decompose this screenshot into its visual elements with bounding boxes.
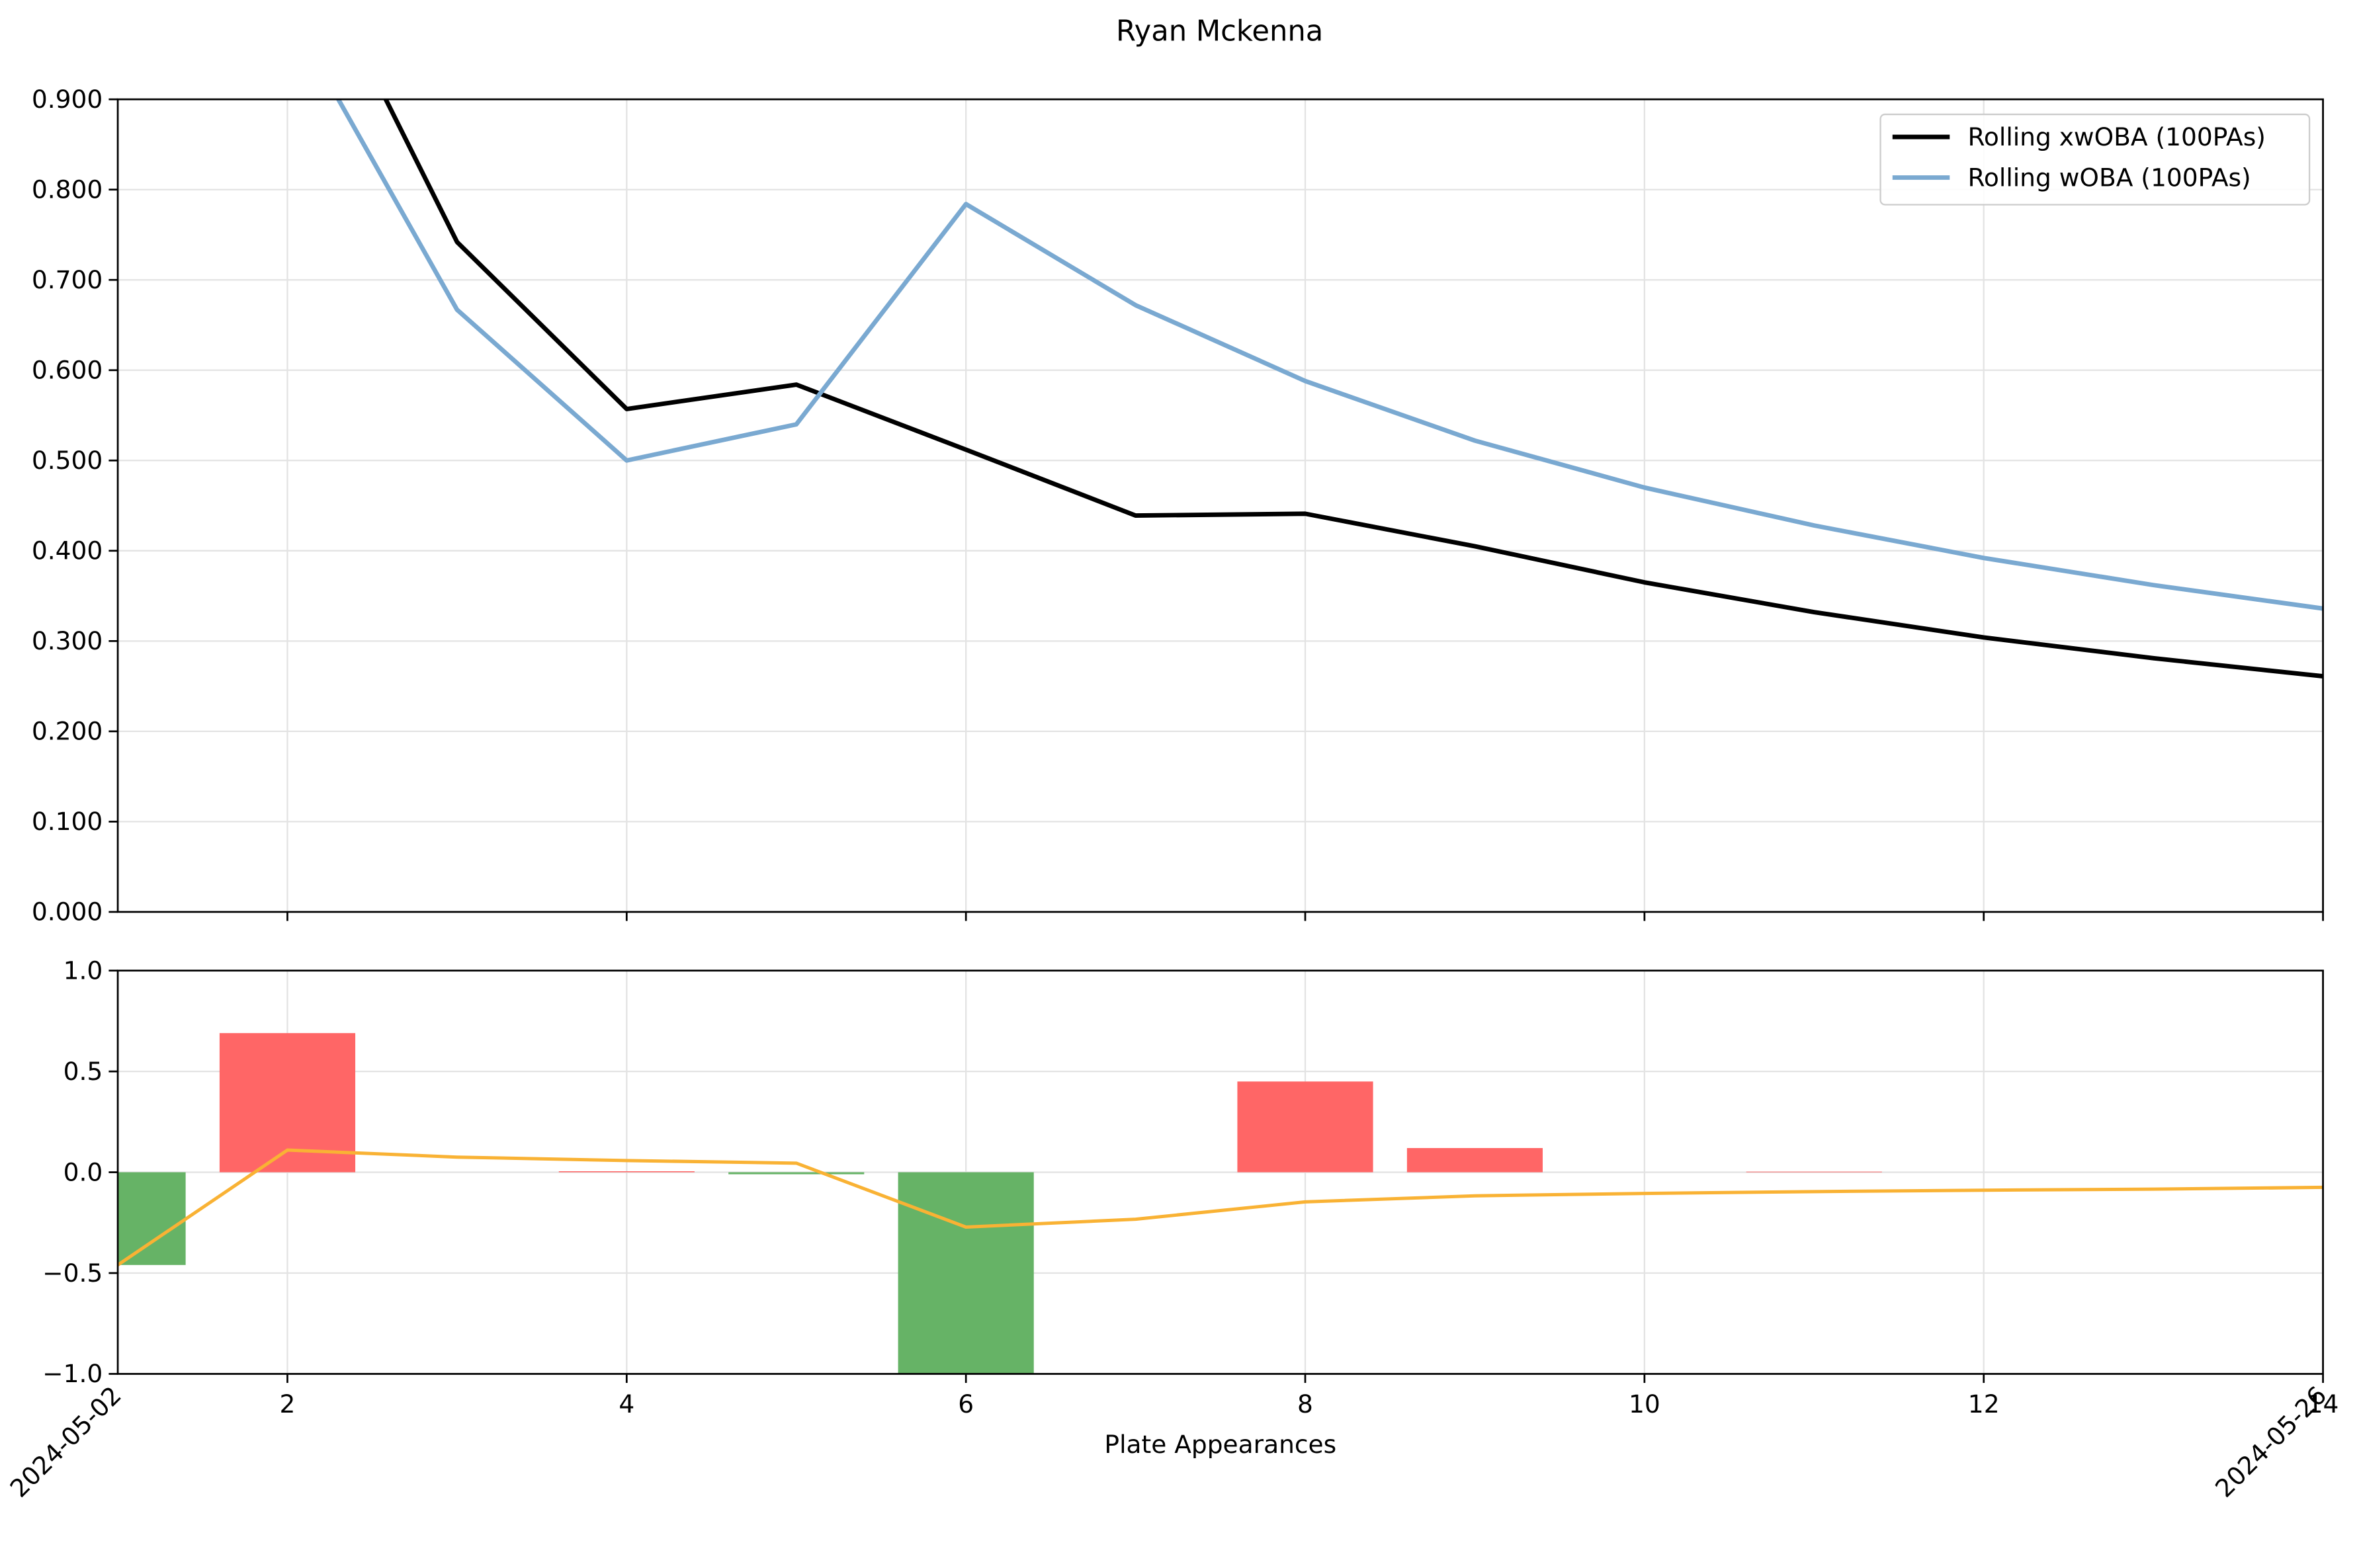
plot-frame — [116, 970, 2324, 1375]
y-tick-label: 1.0 — [64, 956, 103, 985]
date-annotation: 2024-05-26 — [2210, 1380, 2332, 1503]
bar — [1237, 1081, 1373, 1173]
y-tick-label: 0.200 — [32, 717, 103, 746]
x-tick-label: 6 — [958, 1389, 974, 1419]
legend-label: Rolling xwOBA (100PAs) — [1968, 122, 2266, 151]
x-axis-label: Plate Appearances — [1104, 1430, 1336, 1459]
y-tick-label: 0.300 — [32, 626, 103, 655]
y-tick-label: 0.800 — [32, 175, 103, 204]
legend-label: Rolling wOBA (100PAs) — [1968, 163, 2251, 192]
rolling-difference-line — [118, 1148, 2323, 1266]
y-tick-label: 0.400 — [32, 536, 103, 565]
x-tick-label: 4 — [619, 1389, 634, 1419]
plot-area — [118, 1033, 2323, 1374]
y-tick-label: 0.000 — [32, 897, 103, 927]
y-tick-label: 0.5 — [64, 1057, 103, 1086]
x-tick-label: 10 — [1629, 1389, 1660, 1419]
bar — [898, 1172, 1034, 1374]
bar — [558, 1171, 695, 1173]
y-tick-label: 0.0 — [64, 1157, 103, 1186]
bar — [1746, 1171, 1882, 1173]
x-tick-label: 14 — [2307, 1389, 2339, 1419]
y-tick-label: 0.700 — [32, 265, 103, 294]
line-series — [335, 99, 2323, 611]
chart-title: Ryan Mckenna — [1116, 15, 1323, 48]
bar — [1406, 1147, 1543, 1173]
y-tick-label: −0.5 — [42, 1259, 103, 1288]
y-tick-label: −1.0 — [42, 1359, 103, 1388]
line-series — [383, 99, 2323, 679]
bar — [118, 1172, 186, 1265]
x-tick-label: 8 — [1297, 1389, 1313, 1419]
y-tick-label: 0.900 — [32, 85, 103, 114]
y-tick-label: 0.500 — [32, 446, 103, 475]
x-tick-label: 2 — [280, 1389, 296, 1419]
legend-box — [1879, 113, 2311, 206]
y-tick-label: 0.600 — [32, 356, 103, 385]
plot-frame — [116, 98, 2324, 913]
plot-area — [335, 99, 2323, 679]
bar — [728, 1172, 865, 1175]
date-annotation: 2024-05-02 — [4, 1380, 126, 1503]
y-tick-label: 0.100 — [32, 807, 103, 836]
x-tick-label: 12 — [1968, 1389, 2000, 1419]
